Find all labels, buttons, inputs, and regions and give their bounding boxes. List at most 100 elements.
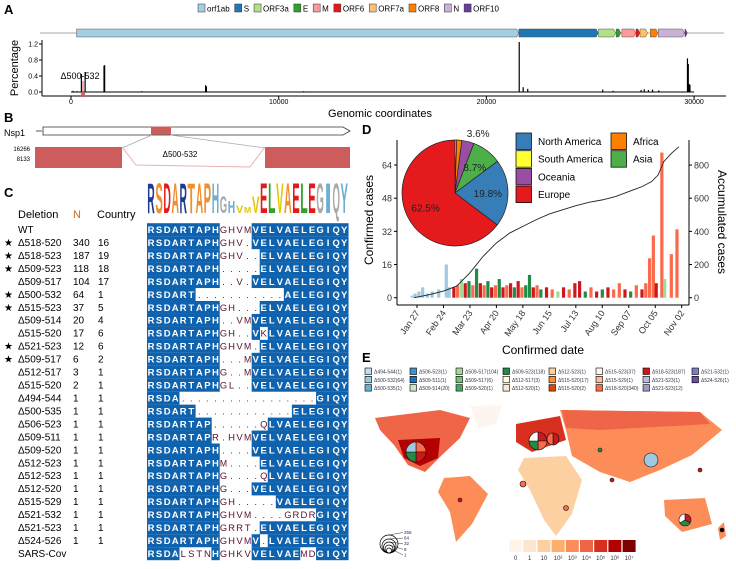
residue: A xyxy=(196,355,203,366)
residue-highlight xyxy=(163,313,172,327)
residue: . xyxy=(198,393,201,404)
residue: S xyxy=(156,225,162,236)
residue: P xyxy=(204,303,211,314)
x-tick-label: Oct 05 xyxy=(636,308,659,335)
residue-highlight xyxy=(299,404,309,418)
bar xyxy=(531,287,535,298)
residue-highlight xyxy=(211,482,220,496)
residue-highlight xyxy=(324,378,333,392)
residue: T xyxy=(188,368,194,379)
logo-letter: Y xyxy=(341,175,348,223)
residue: T xyxy=(188,510,194,521)
deletion-frequency-plot: 0.00.40.81.20 10000 20000 30000 xyxy=(28,40,726,106)
residue: A xyxy=(172,458,179,469)
residue-highlight xyxy=(308,378,317,392)
residue: . xyxy=(246,329,249,340)
residue-highlight xyxy=(299,236,309,250)
residue: E xyxy=(309,290,315,301)
legend-swatch xyxy=(595,367,603,375)
residue: . xyxy=(246,381,249,392)
residue: S xyxy=(156,523,162,534)
residue-highlight xyxy=(332,521,341,535)
residue-highlight xyxy=(308,223,317,237)
residue: P xyxy=(204,381,211,392)
legend-label: Δ521-523(1) xyxy=(652,378,680,384)
annotation-label: Δ500-532 xyxy=(60,71,99,81)
residue-highlight xyxy=(324,417,333,431)
residue: G xyxy=(220,225,227,236)
table-row: Δ515-520 2 1 R S D A R T A P H G L.. V E L V A E L E G I Q Y xyxy=(18,378,349,392)
residue-highlight xyxy=(171,300,180,314)
residue-highlight xyxy=(283,443,293,457)
residue-highlight xyxy=(147,547,156,561)
bar xyxy=(561,287,566,298)
residue-highlight xyxy=(283,469,293,483)
residue: P xyxy=(204,510,211,521)
residue-highlight xyxy=(195,300,204,314)
residue: P xyxy=(204,471,211,482)
residue: R xyxy=(309,510,316,521)
legend-swatch xyxy=(595,375,603,384)
bar xyxy=(452,287,456,298)
bar xyxy=(505,285,509,298)
count-n: 340 xyxy=(73,238,90,249)
residue: I xyxy=(327,536,330,547)
residue: L xyxy=(301,303,307,314)
scale-swatch xyxy=(608,540,622,552)
residue: I xyxy=(327,251,330,262)
legend-swatch xyxy=(455,375,463,384)
star-icon: ★ xyxy=(4,303,13,314)
residue: A xyxy=(284,381,291,392)
africa xyxy=(518,456,582,536)
residue: R xyxy=(180,406,187,417)
residue: S xyxy=(156,510,162,521)
scale-swatch xyxy=(551,540,565,552)
residue: V xyxy=(253,355,260,366)
residue: H xyxy=(212,238,219,249)
residue-highlight xyxy=(147,275,156,289)
residue: E xyxy=(309,277,315,288)
residue: N xyxy=(204,549,211,560)
residue: H xyxy=(228,251,235,262)
residue: S xyxy=(188,549,194,560)
residue: S xyxy=(156,303,162,314)
residue: . xyxy=(190,393,193,404)
residue-highlight xyxy=(267,236,277,250)
residue: R xyxy=(148,471,155,482)
residue: R xyxy=(148,329,155,340)
residue: D xyxy=(164,381,171,392)
y-right-tick-label: 800 xyxy=(694,161,709,171)
header-country: Country xyxy=(97,209,136,221)
residue-highlight xyxy=(299,339,309,353)
residue-highlight xyxy=(203,495,212,509)
bar xyxy=(578,281,582,298)
size-leader xyxy=(388,547,404,556)
residue-highlight xyxy=(340,313,349,327)
residue-highlight xyxy=(283,236,293,250)
residue: L xyxy=(301,342,307,353)
residue: L xyxy=(269,536,275,547)
residue: Q xyxy=(333,277,340,288)
residue: L xyxy=(269,277,275,288)
residue: Y xyxy=(341,238,348,249)
residue: Y xyxy=(341,445,348,456)
deletion-name: WT xyxy=(18,225,34,236)
residue: V xyxy=(253,368,260,379)
legend-label: Europe xyxy=(538,190,571,201)
residue-highlight xyxy=(155,326,164,340)
residue: V xyxy=(277,523,284,534)
residue: A xyxy=(172,251,179,262)
residue-highlight xyxy=(299,262,309,276)
residue: L xyxy=(269,381,275,392)
residue: R xyxy=(148,355,155,366)
residue: . xyxy=(254,458,257,469)
legend-swatch xyxy=(548,384,556,392)
residue-highlight xyxy=(179,430,188,444)
country-count: 1 xyxy=(98,510,104,521)
residue-highlight xyxy=(259,443,269,457)
country-count: 1 xyxy=(98,393,104,404)
residue: Q xyxy=(333,419,340,430)
residue: R xyxy=(180,329,187,340)
residue-highlight xyxy=(203,430,212,444)
